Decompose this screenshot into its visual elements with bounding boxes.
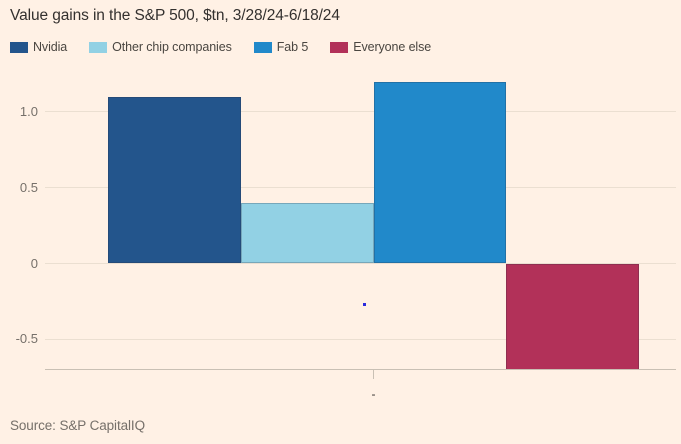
legend-swatch-icon [10,41,28,53]
x-tick-label: - [371,387,376,401]
x-axis-line [45,369,676,370]
legend-label: Fab 5 [276,40,309,54]
legend-item-1: Other chip companies [89,40,232,54]
y-tick-label: 0.5 [19,179,38,195]
y-tick-label: 0 [30,255,38,271]
source-note: Source: S&P CapitalIQ [10,418,145,433]
chart-title: Value gains in the S&P 500, $tn, 3/28/24… [10,7,340,24]
legend-swatch-icon [89,41,108,53]
legend-label: Everyone else [353,40,432,54]
stray-dot [363,303,366,306]
legend-label: Nvidia [33,40,68,54]
bar-everyone-else [506,263,639,370]
y-tick-label: 1.0 [19,103,38,119]
legend-swatch-icon [253,41,272,53]
gridline-1.0 [45,111,676,113]
bar-fab-5 [373,81,507,264]
legend-item-0: Nvidia [10,40,67,54]
bar-nvidia [108,96,241,264]
gridline-0 [45,263,676,264]
legend-item-2: Fab 5 [253,40,309,54]
gridline--0.5 [45,338,676,340]
legend: Nvidia Other chip companies Fab 5 Everyone … [10,39,431,55]
legend-item-3: Everyone else [330,40,431,54]
bar-other-chip-companies [240,202,374,264]
gridline-0.5 [45,187,676,189]
x-tick [373,370,374,379]
y-tick-label: -0.5 [15,331,38,347]
legend-swatch-icon [330,41,349,53]
legend-label: Other chip companies [112,40,232,54]
